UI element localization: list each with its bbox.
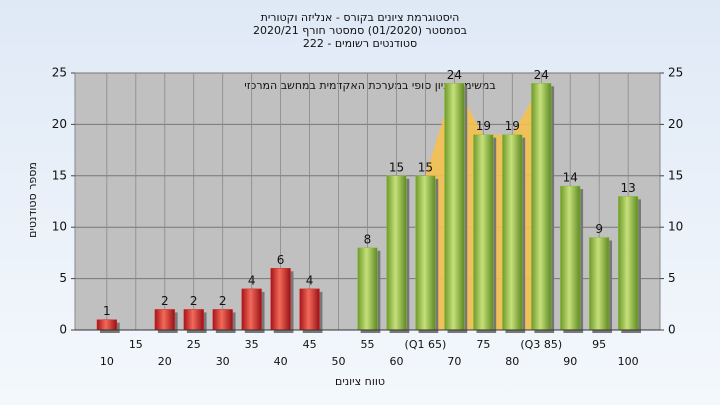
bar xyxy=(618,196,639,331)
bar xyxy=(270,268,291,331)
value-label: 8 xyxy=(364,232,372,246)
value-label: 2 xyxy=(161,294,169,308)
value-label: 13 xyxy=(621,181,636,195)
value-label: 9 xyxy=(595,222,603,236)
x-tick-label: 60 xyxy=(389,355,403,368)
value-label: 6 xyxy=(277,253,285,267)
x-tick-label: 25 xyxy=(187,338,201,351)
x-tick-label: 30 xyxy=(216,355,230,368)
bar xyxy=(154,309,175,331)
x-tick-label: 75 xyxy=(476,338,490,351)
y-tick-label: 20 xyxy=(52,117,67,131)
value-label: 2 xyxy=(219,294,227,308)
y-tick-label: 0 xyxy=(59,323,67,337)
y-axis-label: מספר סטודנטים xyxy=(26,162,39,238)
value-label: 2 xyxy=(190,294,198,308)
x-tick-label: (Q1 65) xyxy=(405,338,447,351)
x-tick-label: 70 xyxy=(447,355,461,368)
y2-tick-label: 25 xyxy=(668,66,683,80)
y-tick-label: 10 xyxy=(52,220,67,234)
x-tick-label: 80 xyxy=(505,355,519,368)
x-tick-label: 35 xyxy=(245,338,259,351)
x-tick-label: 10 xyxy=(100,355,114,368)
y2-tick-label: 10 xyxy=(668,220,683,234)
value-label: 19 xyxy=(476,119,491,133)
bar xyxy=(560,185,581,331)
bar xyxy=(589,237,610,331)
value-label: 14 xyxy=(563,171,578,185)
y2-tick-label: 5 xyxy=(668,271,676,285)
bar xyxy=(183,309,204,331)
bar xyxy=(502,134,523,331)
value-label: 4 xyxy=(306,273,314,287)
bar xyxy=(531,83,552,331)
x-tick-label: 90 xyxy=(563,355,577,368)
x-tick-label: 15 xyxy=(129,338,143,351)
bar xyxy=(444,83,465,331)
bar xyxy=(473,134,494,331)
value-label: 4 xyxy=(248,273,256,287)
bar xyxy=(241,288,262,331)
bar xyxy=(386,175,407,331)
x-tick-label: (Q3 85) xyxy=(520,338,562,351)
x-tick-label: 50 xyxy=(332,355,346,368)
bar xyxy=(212,309,233,331)
chart-title: סטודנטים רשומים - 222 xyxy=(303,37,417,50)
chart-subtitle: במשימה: ציון סופי במערכת האקדמית במחשב ה… xyxy=(244,79,495,92)
value-label: 24 xyxy=(534,68,549,82)
value-label: 19 xyxy=(505,119,520,133)
x-tick-label: 40 xyxy=(274,355,288,368)
x-tick-label: 45 xyxy=(303,338,317,351)
x-tick-label: 55 xyxy=(361,338,375,351)
bar xyxy=(357,247,378,331)
x-tick-label: 95 xyxy=(592,338,606,351)
x-axis-label: טווח ציונים xyxy=(335,375,385,388)
bar xyxy=(415,175,436,331)
y-tick-label: 5 xyxy=(59,271,67,285)
value-label: 15 xyxy=(418,160,433,174)
x-tick-label: 100 xyxy=(618,355,639,368)
y2-tick-label: 15 xyxy=(668,168,683,182)
bar xyxy=(96,319,117,331)
y-tick-label: 15 xyxy=(52,168,67,182)
value-label: 15 xyxy=(389,160,404,174)
y2-tick-label: 0 xyxy=(668,323,676,337)
value-label: 24 xyxy=(447,68,462,82)
chart-title: היסטוגרמת ציונים בקורס - אנליזה וקטורית xyxy=(261,11,460,24)
y2-tick-label: 20 xyxy=(668,117,683,131)
y-tick-label: 25 xyxy=(52,66,67,80)
chart-title: בסמסטר (01/2020) סמסטר חורף 2020/21 xyxy=(253,24,467,37)
bar xyxy=(299,288,320,331)
x-tick-label: 20 xyxy=(158,355,172,368)
value-label: 1 xyxy=(103,304,111,318)
